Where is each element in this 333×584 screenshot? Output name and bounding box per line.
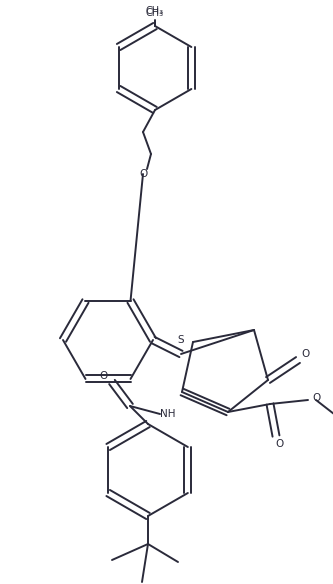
Text: S: S <box>178 335 184 345</box>
Text: O: O <box>276 439 284 449</box>
Text: CH₃: CH₃ <box>146 6 164 16</box>
Text: CH₃: CH₃ <box>146 8 164 18</box>
Text: O: O <box>100 371 108 381</box>
Text: O: O <box>302 349 310 359</box>
Text: O: O <box>312 393 320 403</box>
Text: NH: NH <box>160 409 176 419</box>
Text: O: O <box>139 169 147 179</box>
